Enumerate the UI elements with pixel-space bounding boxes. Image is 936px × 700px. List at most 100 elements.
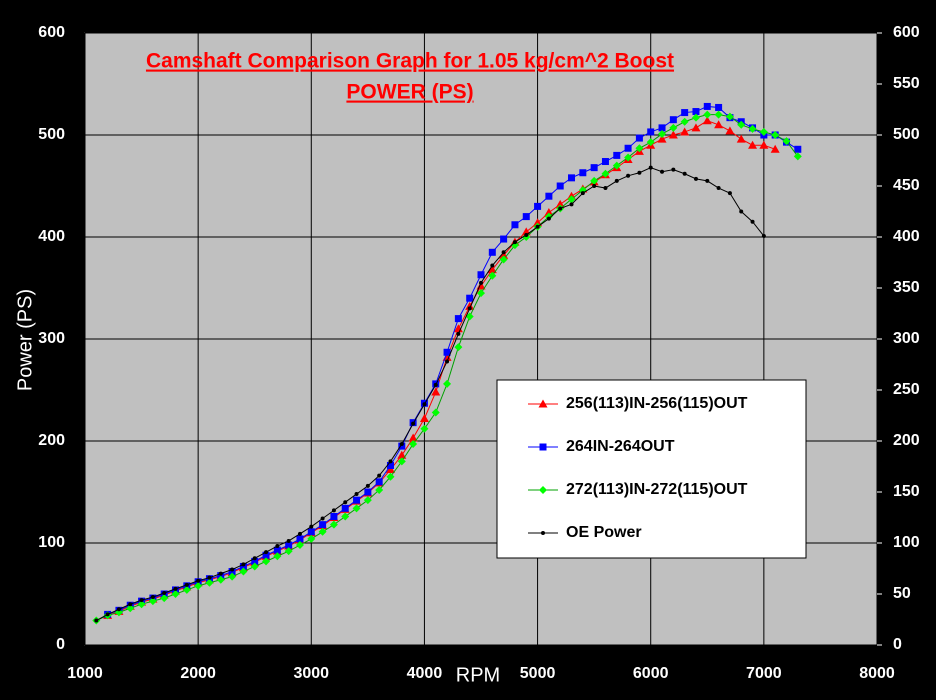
y2-tick-label: 600 [893, 24, 920, 41]
legend-marker [538, 399, 548, 408]
marker [657, 134, 667, 143]
marker [228, 572, 237, 581]
marker [681, 109, 689, 117]
marker [397, 457, 406, 466]
marker [467, 306, 472, 311]
legend-items: 256(113)IN-256(115)OUT 264IN-264OUT 272(11… [528, 395, 748, 541]
marker [601, 158, 609, 166]
marker [126, 604, 135, 613]
series-layer [92, 102, 802, 625]
marker [522, 233, 531, 241]
marker [569, 202, 574, 207]
marker [691, 113, 700, 122]
marker [262, 551, 270, 559]
marker [286, 538, 291, 543]
marker [431, 387, 441, 396]
marker [703, 110, 712, 119]
marker [273, 552, 282, 561]
marker [716, 186, 721, 191]
marker [568, 174, 576, 182]
marker [671, 167, 676, 172]
marker [510, 241, 519, 250]
legend-marker [539, 443, 547, 451]
marker [262, 557, 271, 566]
marker [409, 440, 418, 449]
marker [252, 556, 257, 561]
marker [555, 199, 565, 208]
marker [770, 144, 780, 153]
y-tick-label: 500 [38, 126, 65, 143]
marker [422, 402, 427, 407]
marker [445, 359, 450, 364]
marker [771, 131, 780, 139]
marker [375, 485, 384, 494]
marker [658, 129, 667, 138]
y2-tick-label: 300 [893, 330, 920, 347]
marker [702, 116, 712, 125]
marker [218, 571, 223, 576]
marker [295, 541, 304, 550]
marker [546, 216, 551, 221]
marker [580, 191, 585, 196]
marker [397, 450, 407, 459]
marker [250, 562, 259, 571]
chart-subtitle: POWER (PS) [346, 81, 473, 104]
marker [499, 255, 508, 264]
marker [363, 496, 372, 505]
marker [680, 117, 689, 126]
marker [737, 120, 746, 129]
marker [241, 562, 246, 567]
marker [309, 524, 314, 529]
marker [207, 575, 212, 580]
marker [748, 124, 757, 133]
marker [182, 585, 191, 594]
y-tick-label: 0 [56, 636, 65, 653]
marker [386, 472, 395, 481]
marker [285, 541, 293, 549]
marker [556, 182, 564, 190]
marker [601, 169, 610, 178]
x-tick-label: 3000 [293, 665, 329, 682]
marker [398, 442, 406, 450]
x-tick-label: 7000 [746, 665, 782, 682]
marker [714, 120, 724, 129]
marker [139, 598, 144, 603]
marker [364, 488, 372, 496]
y-axis-label: Power (PS) [14, 289, 36, 391]
legend-label: 256(113)IN-256(115)OUT [566, 395, 748, 412]
y-tick-label: 100 [38, 534, 65, 551]
marker [264, 550, 269, 555]
marker [386, 461, 394, 469]
marker [635, 134, 643, 142]
marker [522, 213, 530, 221]
marker [354, 492, 359, 497]
marker [94, 618, 99, 623]
marker [567, 195, 576, 204]
marker [759, 127, 768, 136]
marker [116, 607, 121, 612]
x-tick-label: 2000 [180, 665, 216, 682]
marker [612, 161, 621, 170]
marker [669, 116, 677, 124]
marker [524, 232, 529, 237]
marker [635, 144, 644, 153]
marker [319, 521, 327, 529]
marker [239, 562, 247, 570]
marker [487, 265, 497, 274]
marker [431, 408, 440, 417]
y2-tick-label: 150 [893, 483, 920, 500]
marker [750, 219, 755, 224]
marker [544, 212, 553, 221]
y2-tick-label: 400 [893, 228, 920, 245]
marker [297, 531, 302, 536]
marker [128, 602, 133, 607]
marker [365, 483, 370, 488]
marker [465, 312, 474, 321]
marker [352, 504, 361, 513]
marker [273, 546, 281, 554]
x-tick-label: 8000 [859, 665, 895, 682]
marker [727, 191, 732, 196]
x-tick-label: 5000 [520, 665, 556, 682]
marker [433, 382, 438, 387]
marker [794, 145, 802, 153]
